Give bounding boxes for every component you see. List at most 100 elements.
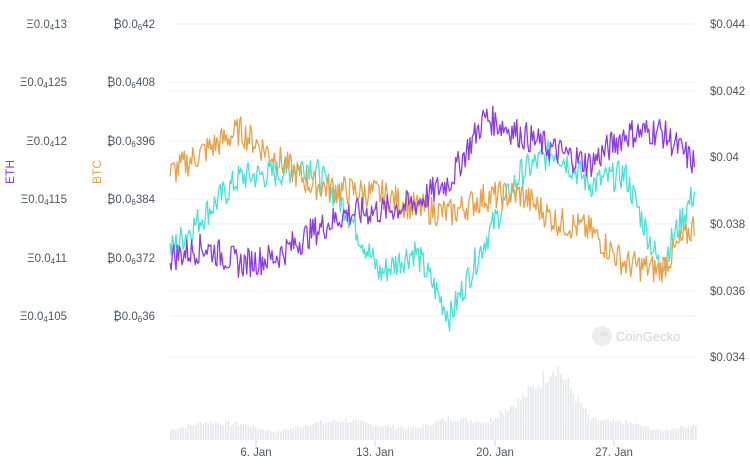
eth-tick-0: Ξ0.0413: [26, 19, 67, 32]
volume-bar: [365, 422, 367, 440]
volume-bar: [627, 422, 630, 440]
volume-bar: [630, 422, 632, 440]
btc-tick-1: ₿0.06408: [106, 77, 155, 90]
volume-bar: [587, 414, 590, 440]
volume-bar: [200, 422, 202, 440]
volume-bar: [607, 418, 610, 440]
volume-bar: [207, 423, 210, 440]
btc-tick-2: ₿0.06396: [106, 136, 155, 149]
volume-bar: [340, 421, 342, 440]
volume-bar: [347, 422, 350, 440]
volume-bar: [185, 428, 187, 440]
volume-bar: [197, 422, 200, 440]
x-tick-0: 6. Jan: [240, 447, 272, 459]
volume-bar: [192, 425, 195, 440]
volume-bar: [545, 383, 547, 440]
volume-bar: [485, 423, 487, 440]
volume-bar: [537, 384, 540, 440]
x-tick-3: 27. Jan: [595, 447, 633, 459]
volume-bar: [402, 427, 405, 440]
volume-bar: [542, 370, 545, 440]
volume-bar: [477, 421, 480, 440]
volume-bar: [502, 414, 505, 440]
volume-bar: [350, 422, 352, 440]
volume-bar: [525, 397, 527, 440]
volume-bar: [277, 430, 280, 440]
volume-bar: [462, 417, 465, 440]
volume-bar: [425, 423, 427, 440]
coingecko-watermark: CoinGecko: [592, 326, 680, 346]
volume-bar: [220, 424, 222, 440]
volume-bar: [555, 375, 557, 440]
volume-bar: [567, 377, 570, 440]
volume-bar: [225, 420, 227, 440]
volume-bar: [205, 422, 207, 440]
volume-bar: [532, 385, 535, 440]
volume-bar: [372, 426, 375, 440]
volume-bar: [222, 425, 225, 440]
volume-bar: [370, 424, 372, 440]
volume-bar: [440, 419, 442, 440]
volume-bar: [597, 420, 600, 440]
volume-bar: [540, 387, 542, 440]
volume-bar: [622, 424, 625, 440]
volume-bar: [195, 425, 197, 440]
volume-bar: [615, 420, 617, 440]
volume-bar: [665, 429, 667, 440]
volume-bar: [677, 429, 680, 440]
volume-bar: [177, 429, 180, 440]
eth-price-line: [169, 105, 696, 278]
volume-bar: [367, 423, 370, 440]
volume-bar: [670, 429, 672, 440]
volume-bar: [252, 424, 255, 440]
volume-bar: [332, 419, 335, 440]
volume-bar: [472, 423, 475, 440]
volume-bar: [377, 426, 380, 440]
volume-bar: [682, 426, 685, 440]
volume-bar: [422, 424, 425, 440]
volume-bar: [530, 386, 532, 440]
volume-bar: [595, 418, 597, 440]
volume-bar: [335, 421, 337, 440]
x-tick-2: 20. Jan: [476, 447, 514, 459]
usd-tick-4: $0.036: [710, 286, 746, 298]
volume-bar: [497, 418, 500, 440]
volume-bar: [652, 429, 655, 440]
volume-bar: [387, 425, 390, 440]
volume-bar: [352, 419, 355, 440]
volume-bar: [265, 430, 267, 440]
volume-bar: [590, 420, 592, 440]
volume-bar: [170, 430, 172, 440]
volume-bar: [182, 427, 185, 440]
volume-bar: [302, 426, 305, 440]
volume-bar: [582, 408, 585, 440]
volume-bar: [397, 427, 400, 440]
btc-tick-4: ₿0.06372: [106, 253, 155, 266]
x-tick-1: 13. Jan: [356, 447, 394, 459]
volume-bar: [445, 421, 447, 440]
volume-bar: [237, 425, 240, 440]
volume-bar: [245, 424, 247, 440]
volume-bar: [470, 420, 472, 440]
volume-bar: [380, 427, 382, 440]
volume-bar: [667, 430, 670, 440]
volume-bar: [577, 395, 580, 440]
volume-bar: [187, 424, 190, 440]
volume-bar: [357, 419, 360, 440]
volume-bar: [430, 426, 432, 440]
volume-bar: [685, 427, 687, 440]
volume-bar: [687, 425, 690, 440]
volume-bar: [560, 374, 562, 440]
volume-bar: [562, 379, 565, 440]
volume-bar: [405, 428, 407, 440]
eth-tick-1: Ξ0.04125: [19, 77, 67, 90]
btc-tick-3: ₿0.06384: [106, 194, 155, 207]
volume-bar: [260, 428, 262, 440]
volume-bar: [362, 421, 365, 440]
volume-bar: [640, 425, 642, 440]
volume-bar: [507, 411, 510, 440]
volume-bar: [310, 426, 312, 440]
volume-bar: [495, 418, 497, 440]
volume-bar: [692, 423, 695, 440]
